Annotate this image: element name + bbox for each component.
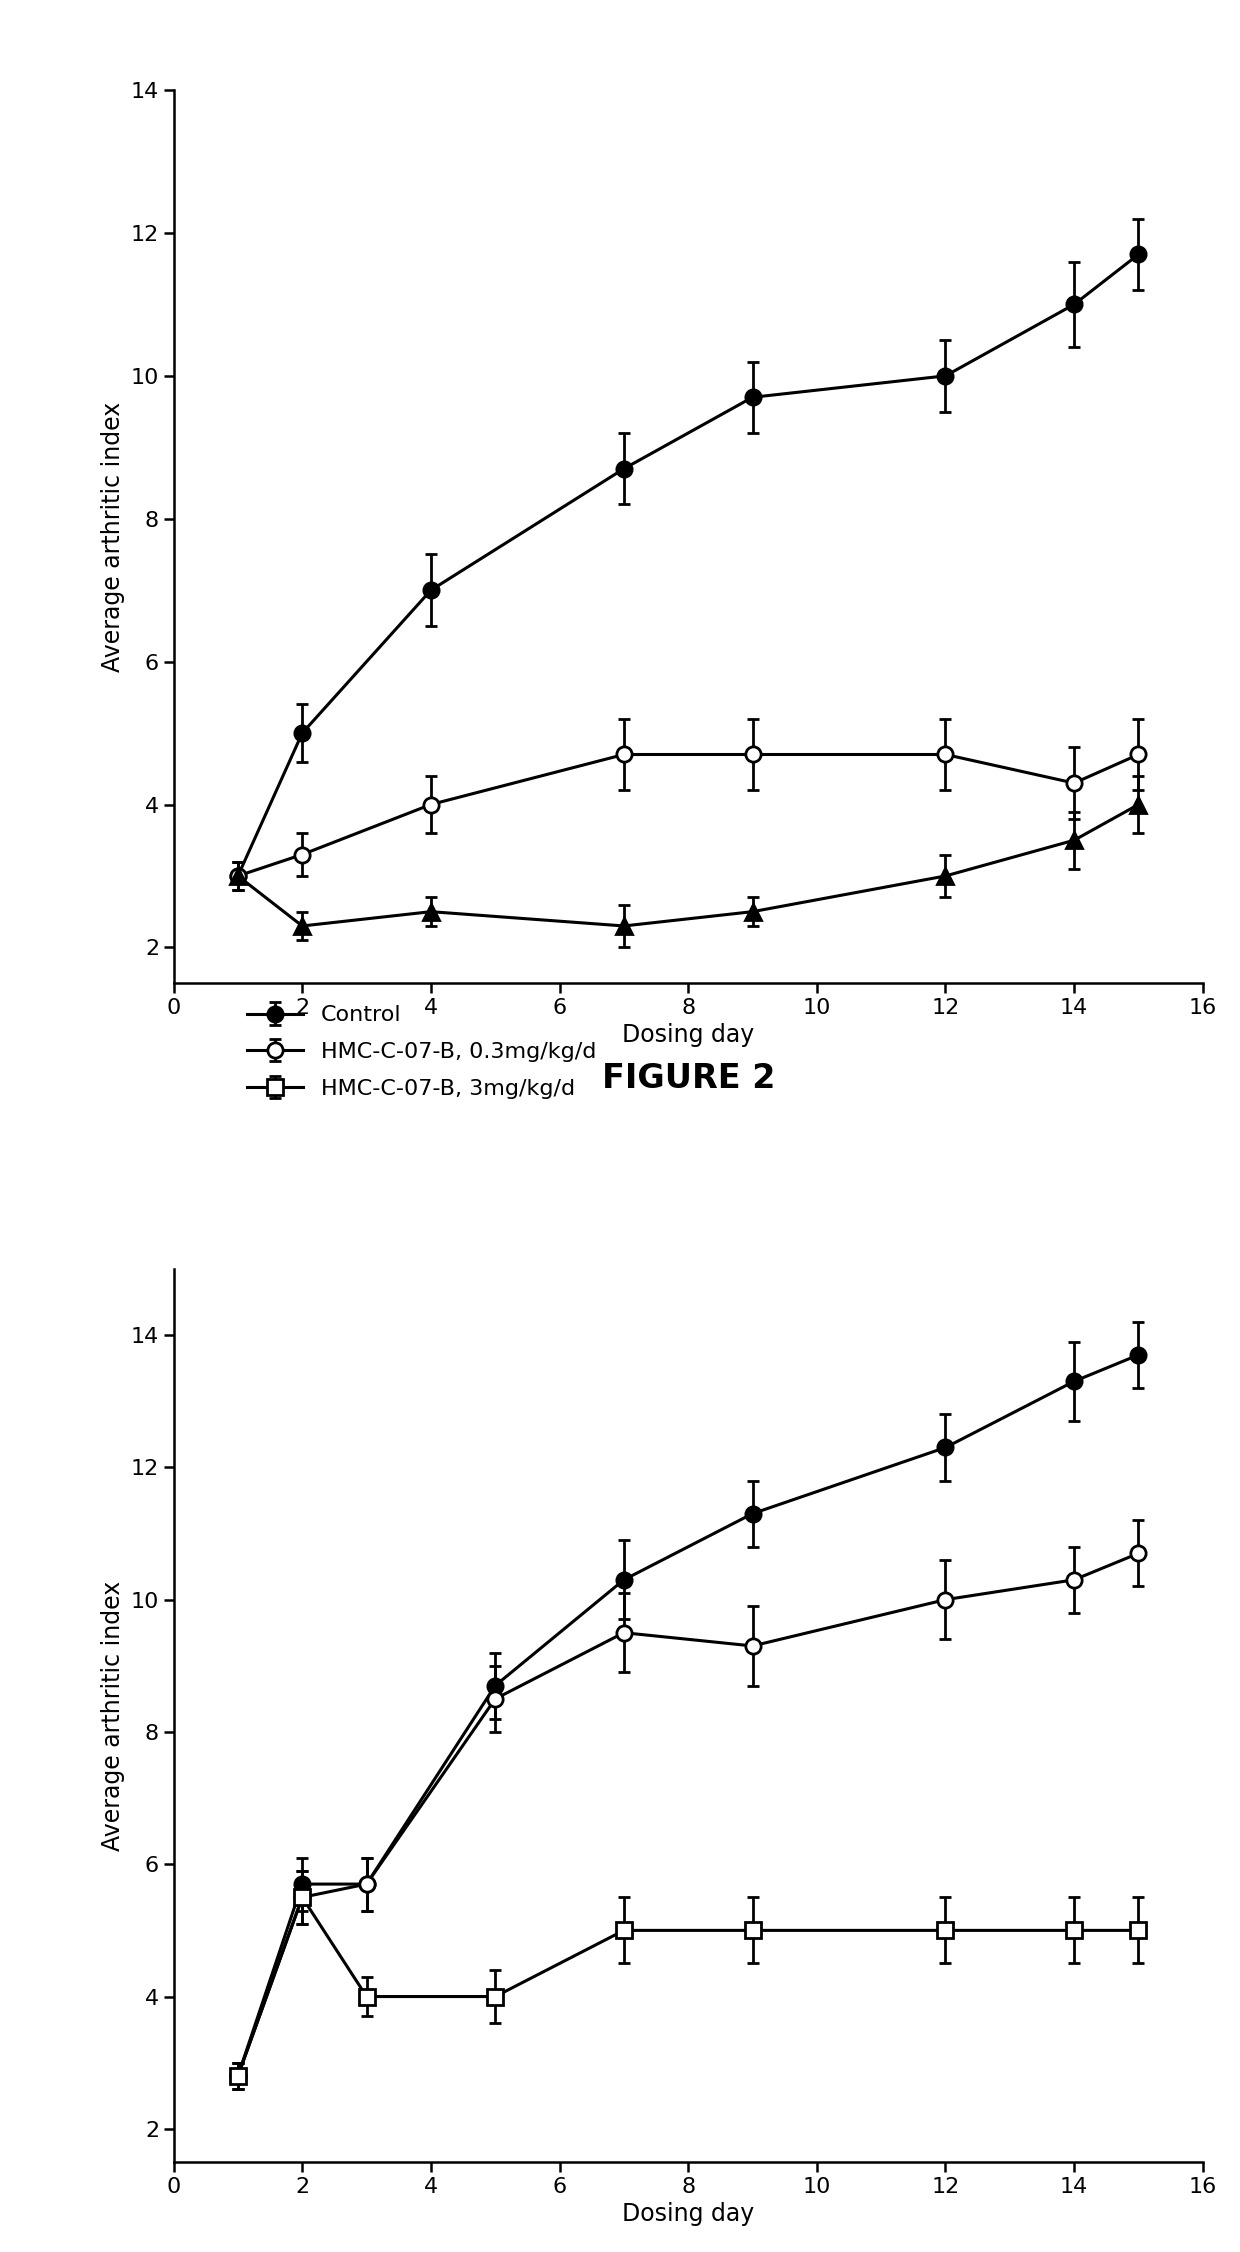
Title: FIGURE 2: FIGURE 2	[601, 1063, 775, 1094]
X-axis label: Dosing day: Dosing day	[622, 2202, 754, 2225]
Y-axis label: Average arthritic index: Average arthritic index	[102, 401, 125, 671]
Legend: Control, HMC-C-07-B, 0.3mg/kg/d, HMC-C-07-B, 3mg/kg/d: Control, HMC-C-07-B, 0.3mg/kg/d, HMC-C-0…	[236, 993, 608, 1110]
X-axis label: Dosing day: Dosing day	[622, 1022, 754, 1047]
Y-axis label: Average arthritic index: Average arthritic index	[102, 1581, 125, 1851]
